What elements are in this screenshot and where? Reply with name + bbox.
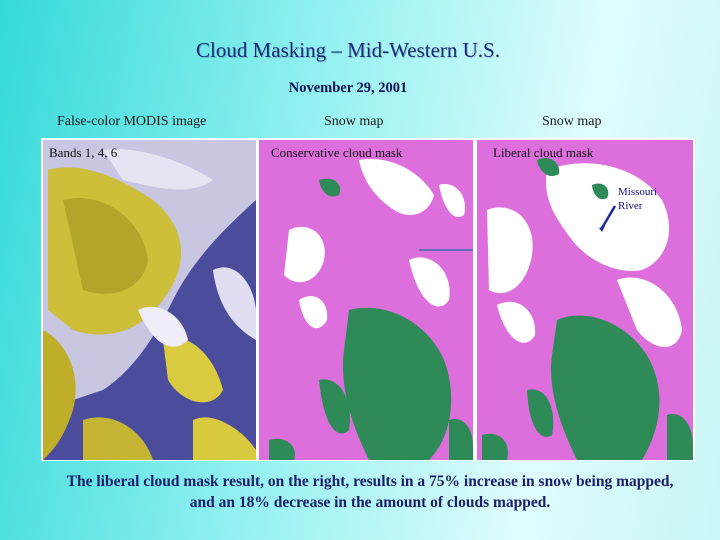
header-false-color: False-color MODIS image [57,114,207,129]
slide-title: Cloud Masking – Mid-Western U.S. [196,38,500,62]
header-snow-map-2: Snow map [542,114,602,129]
slide-caption: The liberal cloud mask result, on the ri… [66,473,674,511]
conservative-mask-image [259,140,473,460]
label-liberal: Liberal cloud mask [493,145,594,160]
liberal-mask-image [477,140,693,460]
missouri-river-annotation: Missouri River [618,185,657,213]
label-conservative: Conservative cloud mask [271,145,403,160]
header-snow-map-1: Snow map [324,114,384,129]
annotation-line-2: River [618,200,643,212]
slide-date: November 29, 2001 [288,80,408,96]
label-bands: Bands 1, 4, 6 [49,145,118,160]
false-color-image [43,140,256,460]
annotation-line-1: Missouri [618,186,658,198]
